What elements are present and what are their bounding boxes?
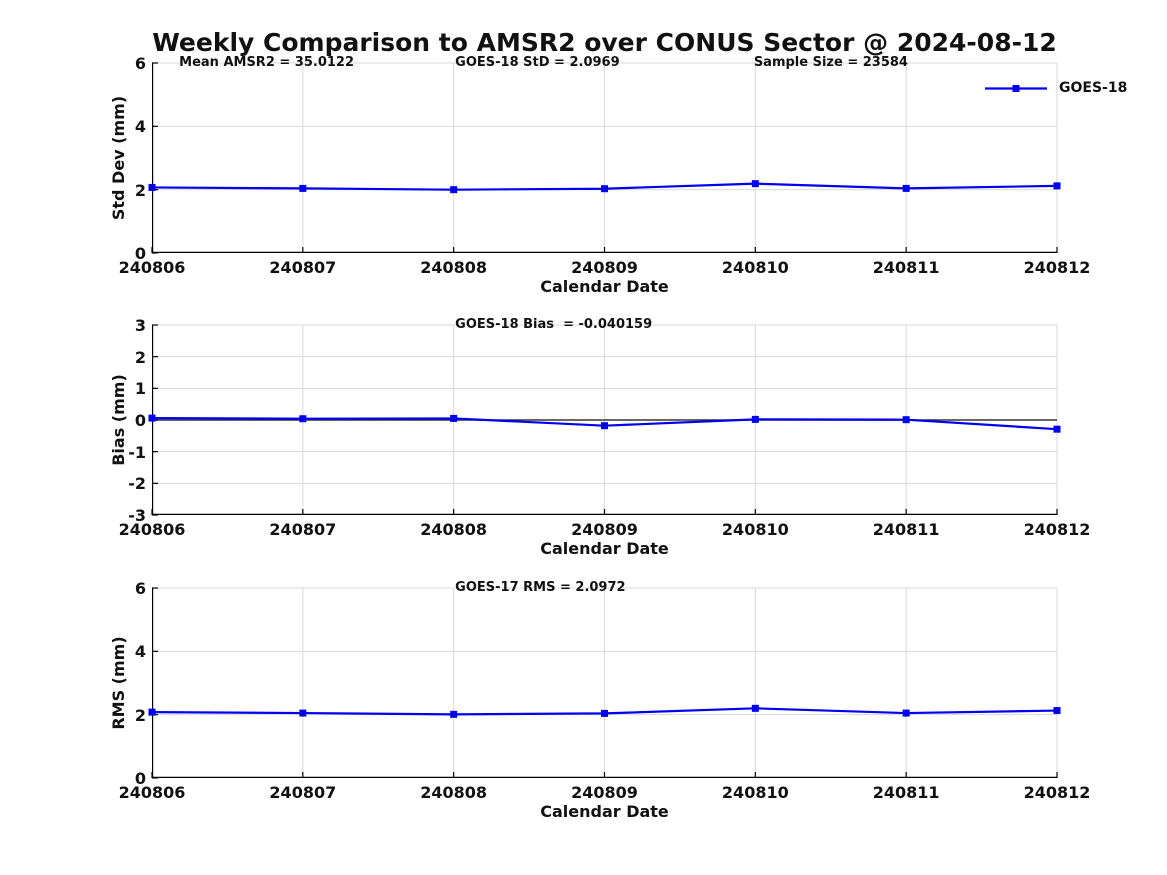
data-marker xyxy=(299,415,307,423)
y-tick-label: 2 xyxy=(134,705,146,725)
x-axis-label: Calendar Date xyxy=(540,539,669,558)
y-axis-label: Std Dev (mm) xyxy=(109,95,128,221)
y-tick-label: 6 xyxy=(134,579,146,598)
data-marker xyxy=(450,186,458,194)
x-tick-label: 240806 xyxy=(118,520,186,539)
y-tick-label: 3 xyxy=(134,316,146,335)
data-marker xyxy=(902,184,910,192)
data-marker xyxy=(751,180,759,188)
x-axis-label: Calendar Date xyxy=(540,277,669,296)
x-tick-label: 240812 xyxy=(1023,258,1091,277)
annotation: GOES-18 StD = 2.0969 xyxy=(455,55,620,70)
data-marker xyxy=(450,414,458,422)
y-tick-label: 4 xyxy=(134,642,146,662)
y-tick-label: 4 xyxy=(134,117,146,137)
x-tick-label: 240808 xyxy=(420,783,488,802)
plot-area xyxy=(148,587,1061,779)
subplot-rms: RMS (mm) Calendar Date 240806 240807 24080… xyxy=(109,579,1090,821)
annotation: GOES-17 RMS = 2.0972 xyxy=(455,580,626,595)
x-tick-label: 240808 xyxy=(420,258,488,277)
x-tick-label: 240808 xyxy=(420,520,488,539)
x-tick-label: 240811 xyxy=(872,520,940,539)
x-tick-label: 240810 xyxy=(721,520,789,539)
data-marker xyxy=(601,185,608,193)
x-tick-label: 240807 xyxy=(269,520,337,539)
data-marker xyxy=(751,704,759,712)
data-marker xyxy=(148,183,156,191)
data-marker xyxy=(902,709,910,717)
y-tick-label: -1 xyxy=(128,442,146,462)
x-axis-label: Calendar Date xyxy=(540,802,669,821)
chart-title: Weekly Comparison to AMSR2 over CONUS Se… xyxy=(152,28,1057,57)
x-tick-label: 240811 xyxy=(872,783,940,802)
y-tick-label: 2 xyxy=(134,347,146,367)
data-marker xyxy=(1053,182,1061,190)
x-tick-label: 240809 xyxy=(571,258,638,277)
data-marker xyxy=(148,708,156,716)
legend-line-icon xyxy=(985,84,1047,92)
x-tick-label: 240811 xyxy=(872,258,940,277)
annotation: GOES-18 Bias = -0.040159 xyxy=(455,317,653,332)
x-tick-label: 240810 xyxy=(721,258,789,277)
data-marker xyxy=(601,709,608,717)
y-tick-label: 2 xyxy=(134,180,146,200)
data-marker xyxy=(1053,707,1061,715)
x-tick-label: 240807 xyxy=(269,783,337,802)
y-tick-label: 0 xyxy=(134,244,146,263)
annotation: Sample Size = 23584 xyxy=(753,55,908,70)
data-marker xyxy=(601,422,608,430)
data-marker xyxy=(450,710,458,718)
data-marker xyxy=(751,415,759,423)
y-tick-label: -3 xyxy=(128,506,146,525)
data-marker xyxy=(902,416,910,424)
y-tick-label: 6 xyxy=(134,54,146,73)
x-tick-label: 240807 xyxy=(269,258,337,277)
x-tick-label: 240812 xyxy=(1023,783,1091,802)
data-marker xyxy=(299,184,307,192)
plot-area xyxy=(148,324,1061,516)
annotation: Mean AMSR2 = 35.0122 xyxy=(179,55,355,70)
x-tick-label: 240806 xyxy=(118,783,186,802)
plot-area xyxy=(148,62,1061,254)
legend-label: GOES-18 xyxy=(1059,80,1128,96)
y-tick-label: 0 xyxy=(134,769,146,788)
y-tick-label: -2 xyxy=(128,474,146,494)
x-tick-label: 240809 xyxy=(571,520,638,539)
y-tick-label: 1 xyxy=(134,379,146,399)
subplot-bias: Bias (mm) Calendar Date 240806 240807 2408… xyxy=(109,316,1090,558)
data-marker xyxy=(1053,425,1061,433)
x-tick-label: 240810 xyxy=(721,783,789,802)
data-marker xyxy=(148,414,156,422)
data-marker xyxy=(299,709,307,717)
y-tick-label: 0 xyxy=(134,411,146,430)
y-axis-label: RMS (mm) xyxy=(109,636,128,730)
legend: GOES-18 xyxy=(984,80,1127,96)
x-tick-label: 240806 xyxy=(118,258,186,277)
x-tick-label: 240812 xyxy=(1023,520,1091,539)
subplot-std-dev: Std Dev (mm) Calendar Date 240806 240807 2… xyxy=(109,54,1090,296)
x-tick-label: 240809 xyxy=(571,783,638,802)
